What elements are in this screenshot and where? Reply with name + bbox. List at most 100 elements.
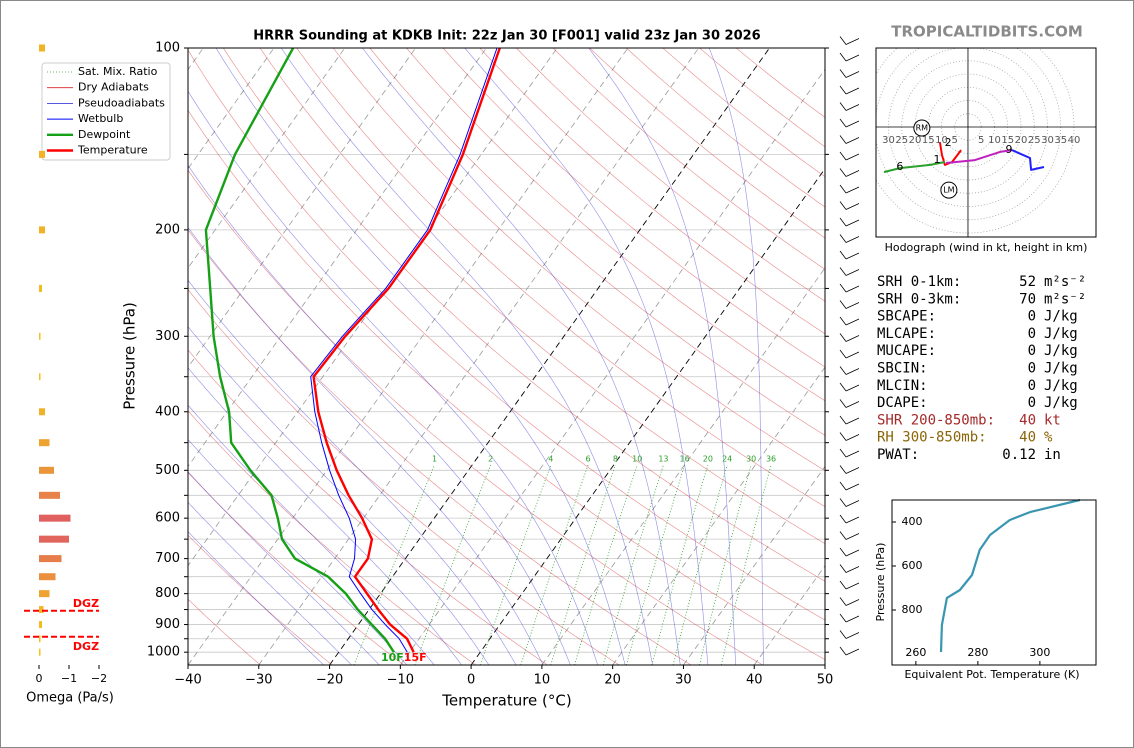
stat-label: SRH 0-1km:: [877, 274, 961, 290]
stat-value: 52: [1019, 274, 1036, 290]
pseudoadiabat: [188, 439, 408, 665]
wind-barb-shaft: [845, 203, 860, 210]
y-tick-label: 400: [155, 404, 180, 419]
stat-value: 0: [1028, 378, 1036, 394]
stat-label: SHR 200-850mb:: [877, 412, 995, 428]
wind-barb-shaft: [845, 434, 860, 441]
wind-barb-shaft: [845, 335, 860, 342]
mixing-ratio-label: 2: [488, 455, 493, 464]
wind-barb-flag: [839, 217, 847, 227]
y-tick-label: 1000: [147, 645, 180, 660]
wind-barb-shaft: [845, 516, 860, 524]
pseudoadiabat: [215, 48, 626, 665]
stat-value: 0.12: [1002, 447, 1036, 463]
dry-adiabat: [188, 598, 261, 665]
mixing-ratio-label: 36: [766, 455, 776, 464]
wind-barb-shaft: [845, 318, 860, 326]
wind-barb-shaft: [845, 566, 860, 573]
omega-bar: [39, 621, 42, 629]
pseudoadiabat: [188, 367, 462, 665]
wind-barb-flag: [839, 52, 847, 62]
y-tick-label: 800: [155, 586, 180, 601]
stat-label: SRH 0-3km:: [877, 291, 961, 307]
wind-barb-shaft: [845, 401, 860, 408]
wind-barb-shaft: [845, 170, 860, 177]
ring-label: 15: [922, 135, 935, 146]
height-label: 1: [933, 153, 940, 166]
dry-adiabat: [406, 48, 825, 402]
omega-bar: [39, 635, 41, 643]
theta-e-line: [939, 498, 1081, 653]
stat-unit: J/kg: [1044, 309, 1078, 325]
wind-barb-flag: [839, 448, 847, 458]
wind-barb-shaft: [845, 285, 860, 293]
y-axis-label: Pressure (hPa): [121, 302, 139, 410]
stat-label: SBCAPE:: [877, 309, 936, 325]
wind-barb-flag: [839, 201, 847, 210]
wind-barb-shaft: [845, 302, 860, 309]
stat-value: 0: [1028, 326, 1036, 342]
ring-label: 30: [882, 135, 895, 146]
wind-barb-flag: [839, 118, 847, 128]
y-tick-label: 500: [155, 463, 180, 478]
dry-adiabat: [188, 169, 763, 665]
mixing-ratio-label: 4: [548, 455, 553, 464]
y-tick-label: 600: [902, 559, 923, 572]
wind-barb-flag: [839, 481, 847, 491]
ring-label: 10: [988, 135, 1001, 146]
omega-bar: [39, 466, 54, 474]
wind-barb-flag: [839, 432, 847, 441]
dry-adiabat: [188, 229, 692, 665]
y-tick-label: 700: [155, 551, 180, 566]
storm-motion-label: RM: [916, 124, 929, 133]
hodograph-plot: 12 6 9 RM LM: [876, 48, 1096, 237]
omega-bar: [39, 514, 71, 522]
y-axis-label: Pressure (hPa): [874, 543, 887, 622]
wind-barb-shaft: [845, 533, 860, 540]
wind-barb-shaft: [845, 599, 860, 606]
wind-barb-flag: [839, 514, 847, 524]
stat-value: 0: [1028, 395, 1036, 411]
stat-label: MLCIN:: [877, 378, 928, 394]
mixing-ratio-label: 6: [586, 455, 591, 464]
x-axis-label: Temperature (°C): [441, 692, 571, 710]
hodograph-trace: [883, 161, 946, 174]
y-tick-label: 800: [902, 603, 923, 616]
x-tick-label: −30: [245, 673, 272, 688]
pseudoadiabat: [188, 279, 517, 665]
x-tick-label: 50: [817, 673, 834, 688]
dry-adiabat: [188, 410, 476, 665]
legend-label: Dewpoint: [78, 128, 131, 141]
omega-bar: [39, 491, 60, 499]
dry-adiabat: [188, 109, 825, 661]
ring-label: 35: [1054, 135, 1067, 146]
ring-label: 5: [978, 135, 984, 146]
sounding-line: [312, 48, 501, 653]
stat-value: 40: [1019, 430, 1036, 446]
ring-label: 25: [895, 135, 908, 146]
isotherm: [188, 48, 346, 269]
x-tick-label: 20: [604, 673, 621, 688]
isotherm: [188, 48, 416, 368]
y-tick-label: 600: [155, 511, 180, 526]
wind-barb-flag: [839, 613, 847, 623]
wind-barb-flag: [839, 267, 847, 276]
stat-unit: J/kg: [1044, 361, 1078, 377]
wind-barb-shaft: [845, 351, 860, 359]
surface-dewpoint-label: 10F: [381, 651, 404, 664]
stat-value: 0: [1028, 343, 1036, 359]
surface-temperature-label: 15F: [404, 651, 427, 664]
dgz-label: DGZ: [73, 640, 99, 653]
stat-unit: J/kg: [1044, 395, 1078, 411]
dry-adiabat: [369, 48, 825, 436]
sounding-line: [310, 48, 498, 653]
pseudoadiabat: [188, 404, 435, 665]
stat-unit: %: [1044, 430, 1053, 446]
isotherm: [188, 48, 275, 170]
ring-label: 15: [1001, 135, 1014, 146]
stat-label: MLCAPE:: [877, 326, 936, 342]
ring-label: 30: [1041, 135, 1054, 146]
wind-barb-shaft: [845, 120, 860, 128]
stat-label: RH 300-850mb:: [877, 430, 987, 446]
wind-barb-flag: [839, 300, 847, 309]
